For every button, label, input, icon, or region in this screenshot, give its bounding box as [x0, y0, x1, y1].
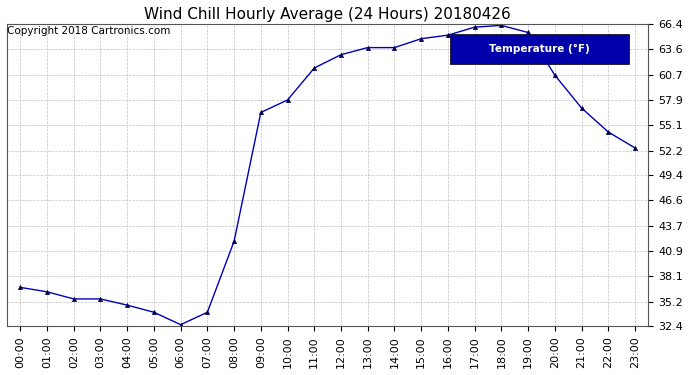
Text: Copyright 2018 Cartronics.com: Copyright 2018 Cartronics.com	[7, 26, 170, 36]
FancyBboxPatch shape	[449, 33, 629, 64]
Text: Temperature (°F): Temperature (°F)	[489, 44, 590, 54]
Title: Wind Chill Hourly Average (24 Hours) 20180426: Wind Chill Hourly Average (24 Hours) 201…	[144, 7, 511, 22]
